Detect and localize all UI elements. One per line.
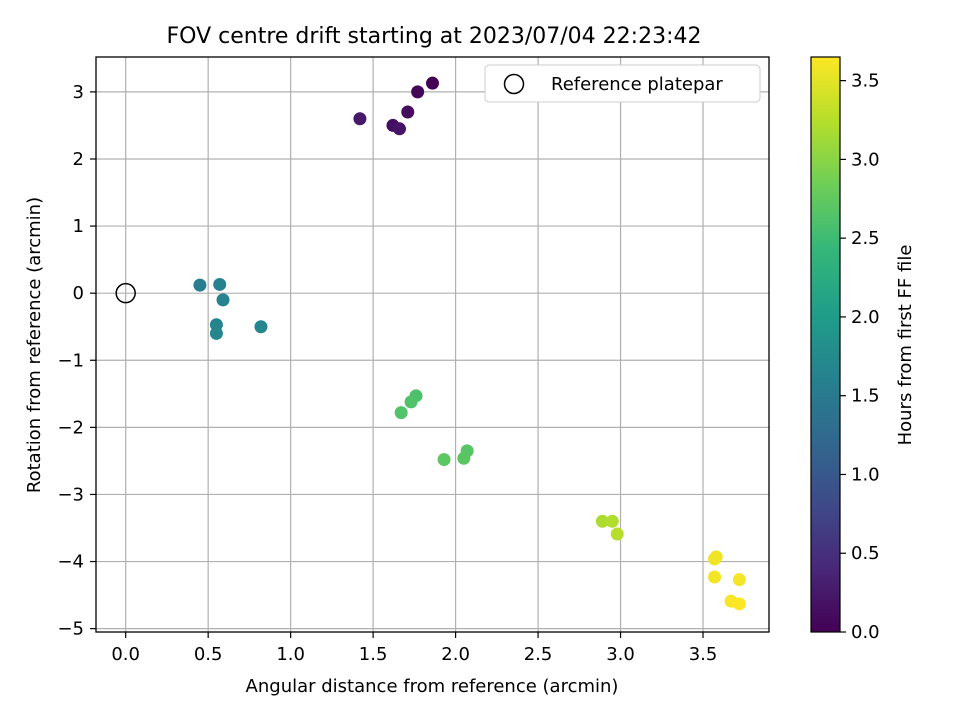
gridlines — [96, 57, 769, 632]
y-tick-label: 3 — [73, 82, 84, 103]
data-point — [393, 122, 407, 136]
colorbar: 0.0 0.5 1.0 1.5 2.0 2.5 3.0 3.5 Hours from firs… — [810, 56, 916, 643]
y-tick-label: −2 — [57, 417, 84, 438]
data-point — [732, 573, 746, 587]
plot-frame — [95, 56, 770, 633]
y-tick-label: −5 — [57, 619, 84, 640]
data-point — [708, 570, 722, 584]
colorbar-tick-label: 3.5 — [851, 71, 880, 92]
y-tick-label: 0 — [73, 283, 84, 304]
data-point — [605, 514, 619, 528]
data-point — [404, 395, 418, 409]
data-point — [457, 451, 471, 465]
data-point — [411, 85, 425, 99]
colorbar-ticks: 0.0 0.5 1.0 1.5 2.0 2.5 3.0 3.5 — [840, 71, 880, 643]
y-axis-label: Rotation from reference (arcmin) — [24, 197, 45, 493]
plot-background — [96, 57, 769, 632]
x-tick-label: 2.0 — [441, 644, 470, 665]
y-tick-label: 1 — [73, 216, 84, 237]
legend-entry-label: Reference platepar — [551, 74, 723, 95]
colorbar-tick-label: 0.0 — [851, 622, 880, 643]
plot-area: 0.0 0.5 1.0 1.5 2.0 2.5 3.0 3.5 3 2 1 0 −1 −2 −3 −4 −5 — [57, 56, 770, 665]
x-tick-label: 3.5 — [689, 644, 718, 665]
colorbar-label: Hours from first FF file — [895, 245, 916, 446]
x-axis-label: Angular distance from reference (arcmin) — [246, 676, 619, 697]
data-point — [426, 76, 439, 90]
data-point — [213, 277, 227, 291]
data-point — [595, 514, 609, 528]
colorbar-tick-label: 2.5 — [851, 228, 880, 249]
colorbar-tick-label: 2.0 — [851, 307, 880, 328]
x-axis-ticks: 0.0 0.5 1.0 1.5 2.0 2.5 3.0 3.5 — [111, 632, 717, 665]
x-tick-label: 0.5 — [194, 644, 223, 665]
colorbar-frame — [810, 56, 841, 633]
data-point — [209, 326, 223, 340]
data-point — [610, 527, 624, 541]
data-point — [193, 278, 207, 292]
legend-box — [484, 64, 761, 103]
y-axis-ticks: 3 2 1 0 −1 −2 −3 −4 −5 — [57, 82, 96, 640]
data-point — [216, 293, 230, 307]
x-tick-label: 1.5 — [359, 644, 388, 665]
colorbar-gradient — [811, 57, 840, 632]
colorbar-tick-label: 3.0 — [851, 149, 880, 170]
data-point — [732, 597, 746, 611]
colorbar-tick-label: 0.5 — [851, 543, 880, 564]
data-point — [394, 406, 408, 420]
data-point — [353, 112, 367, 126]
reference-platepar-marker — [115, 282, 136, 304]
colorbar-tick-label: 1.5 — [851, 386, 880, 407]
data-point — [708, 552, 722, 566]
data-point — [401, 105, 415, 119]
legend: Reference platepar — [484, 64, 761, 103]
y-tick-label: −1 — [57, 350, 84, 371]
data-point — [254, 320, 268, 334]
x-tick-label: 3.0 — [606, 644, 635, 665]
x-tick-label: 0.0 — [111, 644, 140, 665]
chart-title: FOV centre drift starting at 2023/07/04 … — [167, 24, 702, 49]
y-tick-label: −4 — [57, 552, 84, 573]
x-tick-label: 1.0 — [276, 644, 305, 665]
data-point — [437, 453, 451, 467]
data-points — [193, 76, 746, 611]
colorbar-tick-label: 1.0 — [851, 464, 880, 485]
y-tick-label: 2 — [73, 149, 84, 170]
x-tick-label: 2.5 — [524, 644, 553, 665]
legend-marker-icon — [503, 73, 525, 95]
y-tick-label: −3 — [57, 484, 84, 505]
